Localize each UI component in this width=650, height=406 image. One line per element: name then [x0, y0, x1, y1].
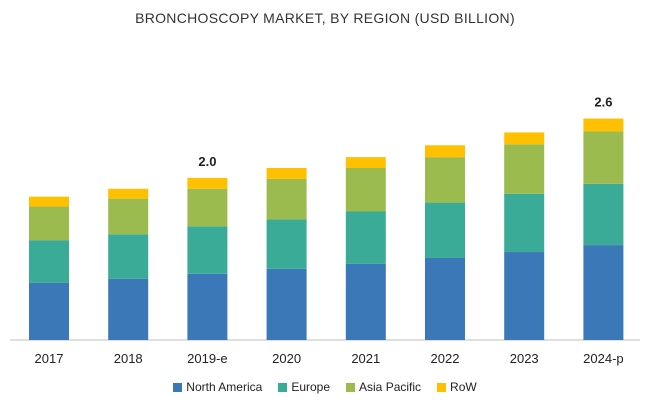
- bar-segment-north-america-2024-p: [583, 245, 624, 340]
- x-tick-label: 2019-e: [187, 351, 227, 366]
- legend-label: RoW: [450, 380, 477, 394]
- legend-item-north-america: North America: [173, 380, 262, 394]
- legend-label: North America: [186, 380, 263, 394]
- bar-segment-asia-pacific-2022: [425, 157, 465, 203]
- legend-label: Asia Pacific: [359, 380, 422, 394]
- bar-segment-asia-pacific-2017: [29, 206, 69, 241]
- legend-item-row: RoW: [437, 380, 477, 394]
- x-tick-label: 2022: [431, 351, 460, 366]
- bar-segment-north-america-2019-e: [187, 273, 228, 340]
- x-tick-label: 2023: [510, 351, 539, 366]
- data-label-total: 2.6: [594, 95, 612, 110]
- bar-segment-row-2022: [425, 145, 465, 158]
- bar-segment-north-america-2018: [108, 278, 149, 340]
- bar-segment-europe-2017: [29, 240, 69, 283]
- legend-swatch: [173, 382, 183, 392]
- bar-segment-row-2024-p: [583, 118, 624, 132]
- bar-segment-asia-pacific-2021: [345, 168, 386, 212]
- bar-segment-europe-2019-e: [187, 226, 228, 274]
- bar-segment-europe-2021: [345, 211, 386, 264]
- bar-segment-asia-pacific-2020: [266, 178, 307, 220]
- bar-segment-row-2019-e: [187, 177, 228, 189]
- x-tick-label: 2021: [351, 351, 380, 366]
- bar-segment-row-2018: [108, 188, 149, 199]
- bar-segment-asia-pacific-2019-e: [187, 188, 228, 227]
- x-tick-label: 2024-p: [583, 351, 623, 366]
- legend-label: Europe: [291, 380, 331, 394]
- bar-segment-europe-2024-p: [583, 183, 624, 246]
- bar-segment-europe-2022: [425, 202, 465, 258]
- bar-segment-north-america-2021: [345, 263, 386, 340]
- data-label-total: 2.0: [198, 154, 216, 169]
- legend-swatch: [437, 382, 447, 392]
- bar-segment-row-2021: [345, 157, 386, 169]
- bar-segment-europe-2020: [266, 219, 307, 269]
- bar-segment-row-2017: [29, 196, 69, 207]
- legend-swatch: [278, 382, 288, 392]
- labels-layer: 2017 2018 2019-e 2.0 2020 2021 2022 2023 2024-p 2…: [35, 95, 624, 366]
- x-tick-label: 2018: [114, 351, 143, 366]
- bar-segment-asia-pacific-2018: [108, 198, 149, 235]
- bar-segment-north-america-2023: [504, 252, 545, 340]
- bar-segment-europe-2018: [108, 234, 149, 279]
- bar-segment-row-2020: [266, 168, 307, 179]
- bar-segment-north-america-2022: [425, 257, 465, 340]
- bar-segment-north-america-2020: [266, 268, 307, 340]
- legend: North America Europe Asia Pacific RoW: [0, 380, 650, 394]
- bar-segment-north-america-2017: [29, 282, 69, 340]
- legend-item-asia-pacific: Asia Pacific: [346, 380, 421, 394]
- legend-swatch: [346, 382, 356, 392]
- bar-segment-asia-pacific-2024-p: [583, 131, 624, 184]
- chart-title: BRONCHOSCOPY MARKET, BY REGION (USD BILL…: [135, 10, 515, 26]
- bar-segment-row-2023: [504, 132, 545, 145]
- bar-segment-asia-pacific-2023: [504, 144, 545, 194]
- x-tick-label: 2017: [35, 351, 64, 366]
- bars-layer: [29, 118, 624, 340]
- legend-item-europe: Europe: [278, 380, 330, 394]
- bar-segment-europe-2023: [504, 193, 545, 253]
- x-tick-label: 2020: [272, 351, 301, 366]
